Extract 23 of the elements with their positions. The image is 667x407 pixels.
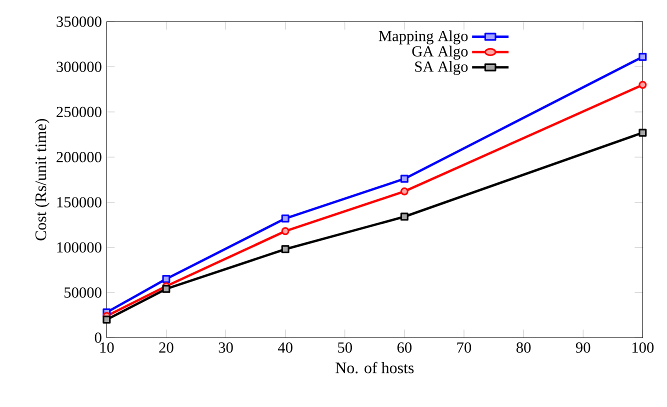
x-tick-label: 60 xyxy=(397,342,412,353)
x-tick-label: 40 xyxy=(278,342,292,353)
y-tick-label: 300000 xyxy=(56,62,102,72)
y-tick-label: 250000 xyxy=(56,106,102,118)
y-tick-label: 350000 xyxy=(56,16,102,27)
legend-label: GA Algo xyxy=(412,46,468,60)
x-tick-label: 70 xyxy=(457,342,472,353)
x-tick-label: 30 xyxy=(218,342,233,353)
x-axis-title: No. of hosts xyxy=(336,362,414,374)
legend-label: Mapping Algo xyxy=(378,30,468,44)
legend-label: SA Algo xyxy=(415,61,468,75)
x-tick-label: 50 xyxy=(338,342,352,353)
x-tick-label: 90 xyxy=(576,342,590,353)
x-tick-label: 20 xyxy=(159,342,174,353)
y-tick-label: 150000 xyxy=(57,197,102,208)
y-tick-label: 0 xyxy=(94,332,102,343)
x-tick-label: 100 xyxy=(632,342,654,353)
y-tick-label: 200000 xyxy=(56,152,102,162)
y-axis-title: Cost (Rs/unit time) xyxy=(34,119,50,240)
x-tick-label: 10 xyxy=(100,342,114,353)
y-tick-label: 100000 xyxy=(57,242,102,253)
y-tick-label: 50000 xyxy=(64,287,102,298)
x-tick-label: 80 xyxy=(516,342,531,353)
